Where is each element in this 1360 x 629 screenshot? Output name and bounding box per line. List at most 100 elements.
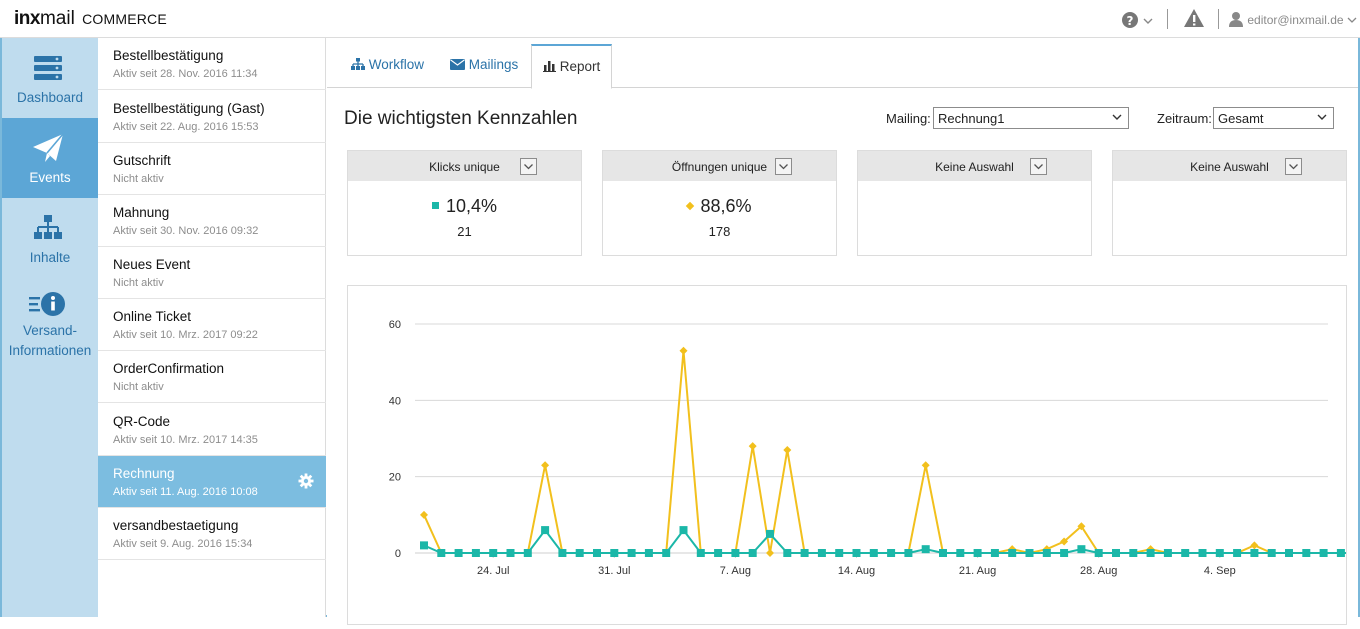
x-tick-label: 24. Jul (477, 565, 509, 577)
y-tick-label: 40 (389, 395, 401, 407)
tab-bar: Workflow Mailings Report (327, 38, 1358, 89)
kpi-value-text: 10,4% (445, 196, 498, 216)
data-point (921, 545, 930, 554)
warning-button[interactable] (1183, 8, 1205, 33)
user-icon (1229, 12, 1243, 27)
chevron-down-icon (524, 164, 533, 170)
data-point (1285, 549, 1293, 557)
gear-icon[interactable] (298, 473, 314, 489)
nav-versand-informationen[interactable]: Versand- Informationen (2, 278, 98, 368)
nav-events[interactable]: Events (2, 118, 98, 198)
data-point (1060, 549, 1069, 557)
kpi-card-opens: Öffnungen unique 88,6% 178 (602, 150, 837, 256)
data-point (541, 526, 550, 535)
period-select[interactable]: Gesamt (1213, 107, 1334, 129)
data-point (835, 549, 844, 557)
tab-label: Report (559, 59, 601, 74)
y-tick-label: 60 (389, 319, 401, 331)
event-status: Nicht aktiv (113, 173, 164, 185)
data-point (956, 549, 965, 557)
event-status: Aktiv seit 28. Nov. 2016 11:34 (113, 68, 258, 80)
svg-text:?: ? (1127, 14, 1134, 28)
data-point (1302, 549, 1311, 557)
kpi-dropdown[interactable] (1285, 158, 1302, 175)
data-point (714, 549, 723, 557)
series-line (423, 350, 1360, 555)
kpi-value: 88,6% (603, 196, 836, 217)
event-item[interactable]: Bestellbestätigung (Gast) Aktiv seit 22. … (98, 91, 326, 143)
data-point (1336, 549, 1345, 557)
tab-label: Workflow (368, 57, 425, 72)
nav-dashboard[interactable]: Dashboard (2, 38, 98, 118)
data-point (679, 526, 688, 535)
event-title: OrderConfirmation (113, 361, 225, 376)
data-point (644, 549, 653, 557)
paper-plane-icon (33, 133, 64, 162)
event-title: Gutschrift (113, 153, 171, 168)
data-point (558, 549, 567, 557)
event-item[interactable]: OrderConfirmation Nicht aktiv (98, 351, 326, 403)
data-point (1060, 537, 1069, 546)
tab-label: Mailings (468, 57, 519, 72)
brand-logo[interactable]: inxmail COMMERCE (14, 8, 167, 30)
event-item[interactable]: Gutschrift Nicht aktiv (98, 143, 326, 195)
chevron-down-icon (1289, 164, 1298, 170)
main-content: Workflow Mailings Report Die wichtigsten… (327, 38, 1360, 625)
event-status: Aktiv seit 22. Aug. 2016 15:53 (113, 121, 259, 133)
sitemap-icon (351, 58, 365, 70)
event-item[interactable]: Neues Event Nicht aktiv (98, 247, 326, 299)
event-item[interactable]: Online Ticket Aktiv seit 10. Mrz. 2017 09… (98, 299, 326, 351)
nav-label: Dashboard (16, 90, 84, 105)
data-point (1163, 549, 1172, 557)
data-point (887, 549, 896, 557)
data-point (783, 549, 792, 557)
y-tick-label: 0 (395, 548, 401, 560)
kpi-dropdown[interactable] (520, 158, 537, 175)
tab-workflow[interactable]: Workflow (351, 44, 424, 88)
data-point (575, 549, 584, 557)
period-label: Zeitraum: (1157, 111, 1212, 126)
event-item[interactable]: QR-Code Aktiv seit 10. Mrz. 2017 14:35 (98, 404, 326, 456)
nav-label: Versand- (22, 323, 78, 338)
kpi-dropdown[interactable] (1030, 158, 1047, 175)
user-menu[interactable]: editor@inxmail.de (1228, 11, 1357, 27)
data-point (1181, 549, 1190, 557)
data-point (869, 549, 878, 557)
event-item-selected[interactable]: Rechnung Aktiv seit 11. Aug. 2016 10:08 (98, 456, 326, 508)
event-item[interactable]: Bestellbestätigung Aktiv seit 28. Nov. 20… (98, 38, 326, 90)
kpi-title: Klicks unique (348, 151, 581, 181)
data-point (1008, 549, 1017, 557)
data-point (1198, 549, 1207, 557)
kpi-title: Öffnungen unique (603, 151, 836, 181)
y-tick-label: 20 (389, 472, 401, 484)
tab-report[interactable]: Report (531, 44, 612, 89)
event-title: Neues Event (113, 257, 191, 272)
tab-mailings[interactable]: Mailings (450, 44, 518, 88)
warning-triangle-icon (1184, 9, 1204, 27)
kpi-card-empty: Keine Auswahl (857, 150, 1092, 256)
period-select-value: Gesamt (1218, 111, 1264, 126)
data-point (506, 549, 515, 557)
event-title: Bestellbestätigung (Gast) (113, 101, 265, 116)
help-menu[interactable]: ? (1121, 10, 1157, 30)
data-point (696, 549, 705, 557)
data-point (748, 549, 757, 557)
kpi-dropdown[interactable] (775, 158, 792, 175)
mailing-select[interactable]: Rechnung1 (933, 107, 1129, 129)
chevron-down-icon (1317, 114, 1327, 120)
event-item[interactable]: versandbestaetigung Aktiv seit 9. Aug. 20… (98, 508, 326, 560)
kpi-count: 21 (457, 224, 472, 239)
kpi-card-empty: Keine Auswahl (1112, 150, 1347, 256)
event-status: Aktiv seit 30. Nov. 2016 09:32 (113, 225, 259, 237)
event-item[interactable]: Mahnung Aktiv seit 30. Nov. 2016 09:32 (98, 195, 326, 247)
data-point (1042, 549, 1051, 557)
data-point (437, 549, 446, 557)
main-navigation: Dashboard Events Inhalte Versand- Inform… (2, 38, 98, 617)
dashboard-icon (34, 56, 62, 80)
brand-suffix: COMMERCE (82, 11, 167, 27)
data-point (1267, 549, 1276, 557)
data-point (1025, 549, 1034, 557)
data-point (852, 549, 861, 557)
nav-inhalte[interactable]: Inhalte (2, 198, 98, 278)
data-point (904, 549, 913, 557)
